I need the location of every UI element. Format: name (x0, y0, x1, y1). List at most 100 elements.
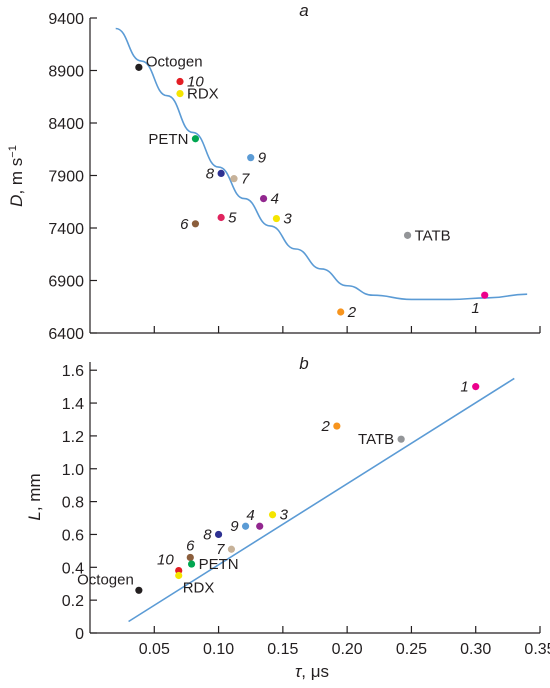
panel-a-point (481, 291, 489, 299)
panel-a-point (272, 214, 281, 223)
panel-a-letter: a (299, 1, 308, 20)
panel-a-point-label: RDX (187, 86, 219, 103)
panel-a-point (230, 175, 238, 183)
panel-b-point-label: 3 (280, 507, 289, 524)
panel-a-y-title: D, m s−1 (7, 145, 26, 207)
panel-b-x-tick-label: 0.15 (267, 641, 298, 658)
panel-b-point-label: 7 (216, 541, 225, 558)
panel-b-y-tick-label: 0 (75, 626, 84, 643)
panel-b-point-label: 10 (157, 552, 174, 569)
panel-b-point-label: 9 (230, 518, 239, 535)
panel-b-letter: b (299, 354, 308, 373)
panel-b-point (175, 566, 183, 575)
panel-b-points: 1 2 TATB 3 49 87 6 10 PETN RDX Octogen (77, 379, 480, 597)
panel-b-point (472, 383, 480, 391)
panel-a-y-tick-label: 6400 (48, 326, 84, 343)
panel-a-point-label: PETN (148, 131, 188, 148)
panel-a-y-tick-label: 8900 (48, 64, 84, 81)
panel-b-y-title: L, mm (25, 473, 44, 520)
panel-b-x-ticks: 0.05 0.10 0.15 0.20 0.25 0.30 0.35 (139, 626, 550, 658)
panel-b-point-label: RDX (183, 580, 215, 597)
panel-b-point (187, 560, 196, 568)
panel-a-point-label: 2 (347, 304, 357, 321)
panel-b-y-tick-label: 1.4 (62, 396, 84, 413)
panel-a-point (259, 195, 268, 203)
panel-b-x-tick-label: 0.20 (332, 641, 363, 658)
panel-b-point-label: 8 (203, 526, 212, 543)
panel-a-y-title-unit: , m s (7, 158, 26, 195)
panel-a: 6400 6900 7400 7900 8400 8900 9400 Octogen 10RD… (7, 1, 541, 343)
panel-a-y-title-exp: −1 (7, 145, 19, 158)
panel-a-point-label: TATB (415, 227, 451, 244)
panel-b-point-label: Octogen (77, 571, 134, 588)
panel-b-point-label: 6 (186, 537, 195, 554)
panel-a-point-label: 7 (241, 171, 250, 188)
panel-a-y-tick-label: 9400 (48, 11, 84, 28)
panel-b-point-label: PETN (199, 556, 239, 573)
panel-b-x-tick-label: 0.05 (139, 641, 170, 658)
panel-a-point (176, 90, 184, 98)
panel-b-x-title: τ, μs (295, 662, 329, 681)
panel-a-point (191, 135, 200, 143)
panel-a-y-ticks: 6400 6900 7400 7900 8400 8900 9400 (48, 11, 97, 343)
panel-b-y-tick-label: 1.2 (62, 429, 84, 446)
panel-a-y-tick-label: 6900 (48, 274, 84, 291)
panel-b-point (227, 545, 236, 553)
panel-b-y-tick-label: 0.4 (62, 560, 84, 577)
panel-a-fit-curve (115, 27, 528, 301)
panel-a-y-tick-label: 7900 (48, 169, 84, 186)
panel-a-point-label: 6 (180, 216, 189, 233)
panel-b-x-tick-label: 0.30 (460, 641, 491, 658)
panel-a-point-label: 8 (206, 165, 215, 182)
panel-a-y-tick-label: 7400 (48, 221, 84, 238)
panel-b-x-tick-label: 0.25 (396, 641, 427, 658)
panel-b-point (135, 586, 143, 594)
panel-b-point-label: TATB (358, 431, 394, 448)
panel-b-y-tick-label: 0.2 (62, 593, 84, 610)
panel-b-y-title-unit: , mm (25, 473, 44, 511)
panel-b-point (268, 511, 277, 519)
panel-b-y-tick-label: 1.6 (62, 363, 84, 380)
panel-b-x-tick-label: 0.35 (524, 641, 550, 658)
panel-b-point-label: 2 (321, 418, 331, 435)
panel-a-point-label: 5 (228, 210, 237, 227)
panel-b-y-tick-label: 0.6 (62, 527, 84, 544)
panel-a-point (217, 213, 225, 222)
panel-b-point (256, 522, 264, 530)
panel-a-point (403, 231, 412, 239)
panel-a-point-label: 10 (187, 74, 204, 91)
panel-b-point (214, 530, 223, 539)
panel-b-y-ticks: 0 0.2 0.4 0.6 0.8 1.0 1.2 1.4 1.6 (62, 363, 97, 643)
panel-b-point (333, 422, 341, 430)
panel-a-point (337, 308, 345, 316)
panel-b-x-title-unit: , μs (301, 662, 329, 681)
panel-b-point (175, 571, 183, 580)
panel-a-point-label: 9 (258, 150, 267, 167)
panel-b-point (397, 435, 405, 443)
panel-b: 00.20.40.60.81.01.21.41.6 0.05 0.10 0.15 0.… (25, 354, 550, 681)
panel-b-x-tick-label: 0.10 (203, 641, 234, 658)
panel-a-point-label: 3 (283, 211, 292, 228)
panel-b-point (241, 522, 250, 530)
panel-a-x-ticks (153, 326, 541, 333)
panel-b-y-tick-label: 0.8 (62, 495, 84, 512)
panel-a-y-title-var: D (7, 195, 26, 207)
panel-a-point-label: Octogen (146, 53, 203, 70)
panel-b-y-title-var: L (25, 511, 44, 520)
panel-a-point (135, 63, 143, 71)
panel-b-point-label: 1 (460, 379, 468, 396)
panel-a-point-label: 1 (471, 300, 479, 317)
panel-b-point-label: 4 (246, 507, 254, 524)
panel-a-y-tick-label: 8400 (48, 116, 84, 133)
panel-b-point (186, 553, 194, 562)
panel-a-point (191, 220, 200, 228)
panel-a-point (247, 154, 255, 162)
panel-a-point (217, 169, 225, 177)
panel-b-y-tick-label: 1.0 (62, 462, 84, 479)
panel-b-x-title-var: τ (295, 662, 303, 681)
panel-b-fit-line (128, 377, 515, 623)
panel-a-point-label: 4 (271, 191, 279, 208)
panel-a-point (176, 77, 184, 86)
